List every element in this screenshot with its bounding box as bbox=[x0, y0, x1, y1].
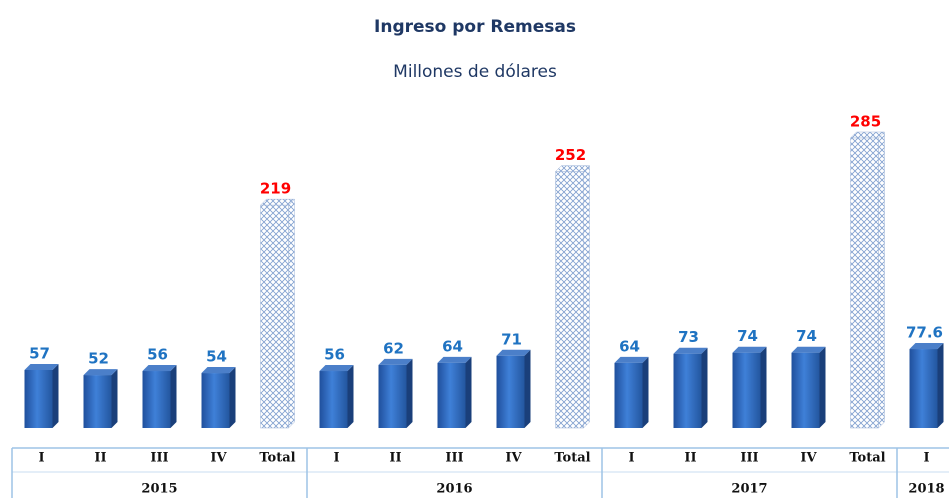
data-label: 77.6 bbox=[906, 324, 943, 342]
bar bbox=[437, 362, 466, 428]
data-label: 56 bbox=[324, 346, 345, 364]
bar bbox=[850, 137, 879, 429]
data-label: 71 bbox=[501, 330, 522, 348]
bar bbox=[673, 353, 702, 428]
bar-top bbox=[142, 365, 177, 372]
bar bbox=[555, 171, 584, 429]
data-label: 64 bbox=[442, 337, 463, 355]
chart-subtitle: Millones de dólares bbox=[393, 62, 557, 82]
x-tick-label: IV bbox=[800, 451, 817, 466]
data-label: 52 bbox=[88, 350, 109, 368]
bar bbox=[791, 352, 820, 428]
bar-top bbox=[437, 356, 472, 363]
bar-side bbox=[524, 349, 531, 428]
data-label: 73 bbox=[678, 328, 699, 346]
bar-side bbox=[583, 164, 590, 429]
data-label: 64 bbox=[619, 337, 640, 355]
bar-side bbox=[819, 346, 826, 428]
bar-top bbox=[849, 131, 886, 139]
bar bbox=[614, 362, 643, 428]
x-tick-label: Total bbox=[849, 451, 885, 466]
x-tick-label: II bbox=[94, 451, 106, 466]
bar-top bbox=[83, 369, 118, 376]
bar-side bbox=[937, 343, 944, 428]
data-label: 219 bbox=[260, 180, 291, 198]
data-label: 74 bbox=[796, 327, 817, 345]
bar-top bbox=[614, 356, 649, 363]
group-label: 2017 bbox=[731, 482, 767, 497]
x-tick-label: III bbox=[445, 451, 463, 466]
data-label: 54 bbox=[206, 348, 227, 366]
chart-title: Ingreso por Remesas bbox=[374, 17, 576, 37]
bar bbox=[319, 371, 348, 428]
bar bbox=[83, 375, 112, 428]
data-label: 252 bbox=[555, 146, 586, 164]
bar-side bbox=[111, 369, 118, 428]
bar bbox=[24, 370, 53, 428]
bar-top bbox=[673, 347, 708, 354]
bar-side bbox=[229, 367, 236, 428]
group-label: 2018 bbox=[908, 482, 944, 497]
x-tick-label: I bbox=[923, 451, 929, 466]
x-tick-label: II bbox=[684, 451, 696, 466]
x-tick-label: III bbox=[740, 451, 758, 466]
bar-side bbox=[170, 365, 177, 428]
bar-top bbox=[732, 346, 767, 353]
bar bbox=[260, 204, 289, 429]
x-tick-label: I bbox=[38, 451, 44, 466]
bar bbox=[142, 371, 171, 428]
bar-side bbox=[760, 346, 767, 428]
data-label: 285 bbox=[850, 113, 881, 131]
bar-top bbox=[24, 364, 59, 370]
x-tick-label: IV bbox=[210, 451, 227, 466]
bar-side bbox=[288, 198, 295, 429]
data-label: 56 bbox=[147, 346, 168, 364]
x-tick-label: Total bbox=[554, 451, 590, 466]
bar-side bbox=[52, 364, 59, 428]
bar-top bbox=[319, 365, 354, 372]
bar-top bbox=[259, 198, 296, 206]
bar bbox=[909, 349, 938, 428]
x-tick-label: IV bbox=[505, 451, 522, 466]
x-tick-label: II bbox=[389, 451, 401, 466]
bar-top bbox=[378, 358, 413, 365]
bar-top bbox=[554, 165, 591, 172]
x-tick-label: III bbox=[150, 451, 168, 466]
bar-side bbox=[701, 347, 708, 428]
bar bbox=[378, 364, 407, 428]
bar-side bbox=[406, 358, 413, 428]
bar-top bbox=[909, 343, 944, 350]
data-label: 74 bbox=[737, 327, 758, 345]
bar bbox=[732, 352, 761, 428]
data-label: 62 bbox=[383, 339, 404, 357]
group-label: 2015 bbox=[141, 482, 177, 497]
x-tick-label: I bbox=[628, 451, 634, 466]
x-tick-label: I bbox=[333, 451, 339, 466]
bar-side bbox=[878, 131, 885, 429]
data-label: 57 bbox=[29, 345, 50, 363]
bar-side bbox=[642, 356, 649, 428]
bar-side bbox=[347, 365, 354, 428]
bar-top bbox=[496, 349, 531, 356]
bar-top bbox=[201, 367, 236, 374]
group-label: 2016 bbox=[436, 482, 472, 497]
bar bbox=[496, 355, 525, 428]
bar bbox=[201, 373, 230, 428]
bar-top bbox=[791, 346, 826, 353]
bar-side bbox=[465, 356, 472, 428]
x-tick-label: Total bbox=[259, 451, 295, 466]
